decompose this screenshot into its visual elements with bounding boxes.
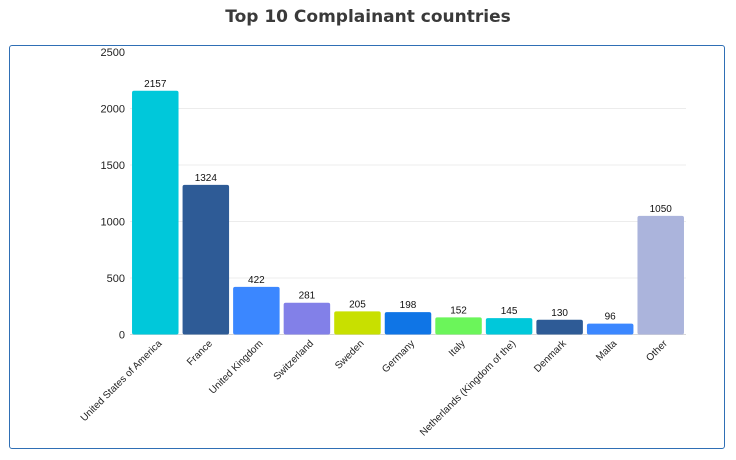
- chart-panel: [9, 45, 725, 449]
- x-tick-label: Germany: [380, 338, 417, 375]
- bar: [536, 319, 583, 335]
- x-tick-label: Other: [644, 338, 670, 364]
- y-tick-label: 0: [119, 330, 125, 342]
- x-tick-label: Malta: [594, 338, 619, 363]
- data-label: 130: [551, 308, 568, 319]
- data-label: 152: [450, 305, 467, 316]
- data-label: 1324: [195, 173, 218, 184]
- y-tick-label: 1500: [101, 160, 125, 172]
- data-label: 145: [501, 306, 518, 317]
- data-label: 422: [248, 275, 265, 286]
- bar: [182, 184, 230, 335]
- x-tick-label: France: [185, 338, 215, 368]
- bar: [637, 215, 684, 335]
- data-label: 205: [349, 299, 366, 310]
- bar: [435, 317, 482, 335]
- data-label: 2157: [144, 79, 167, 90]
- x-tick-label: Sweden: [333, 338, 366, 371]
- bar: [334, 311, 381, 335]
- bar: [384, 312, 432, 335]
- bar: [233, 286, 280, 335]
- data-label: 281: [299, 291, 316, 302]
- data-label: 1050: [650, 204, 673, 215]
- y-tick-label: 500: [107, 273, 125, 285]
- x-tick-label: Denmark: [532, 338, 569, 375]
- x-tick-label: United Kingdom: [207, 338, 265, 396]
- y-tick-label: 2500: [101, 47, 125, 59]
- data-label: 96: [605, 312, 617, 323]
- y-axis: 0 500 1000 1500 2000 2500: [101, 47, 125, 342]
- bars: [132, 90, 684, 335]
- chart-title: Top 10 Complainant countries: [225, 7, 511, 27]
- x-tick-label: Netherlands (Kingdom of the): [418, 338, 518, 438]
- bar: [132, 90, 179, 335]
- y-tick-label: 2000: [101, 104, 125, 116]
- data-labels: 2157 1324 422 281 205 198 152 145 130 96 1050: [144, 79, 672, 323]
- bar: [485, 318, 533, 335]
- x-tick-label: Italy: [447, 338, 468, 359]
- data-label: 198: [400, 300, 417, 311]
- x-tick-label: United States of America: [79, 338, 165, 424]
- bar: [586, 323, 634, 335]
- x-tick-label: Switzerland: [272, 338, 316, 382]
- bar: [283, 302, 331, 335]
- y-tick-label: 1000: [101, 217, 125, 229]
